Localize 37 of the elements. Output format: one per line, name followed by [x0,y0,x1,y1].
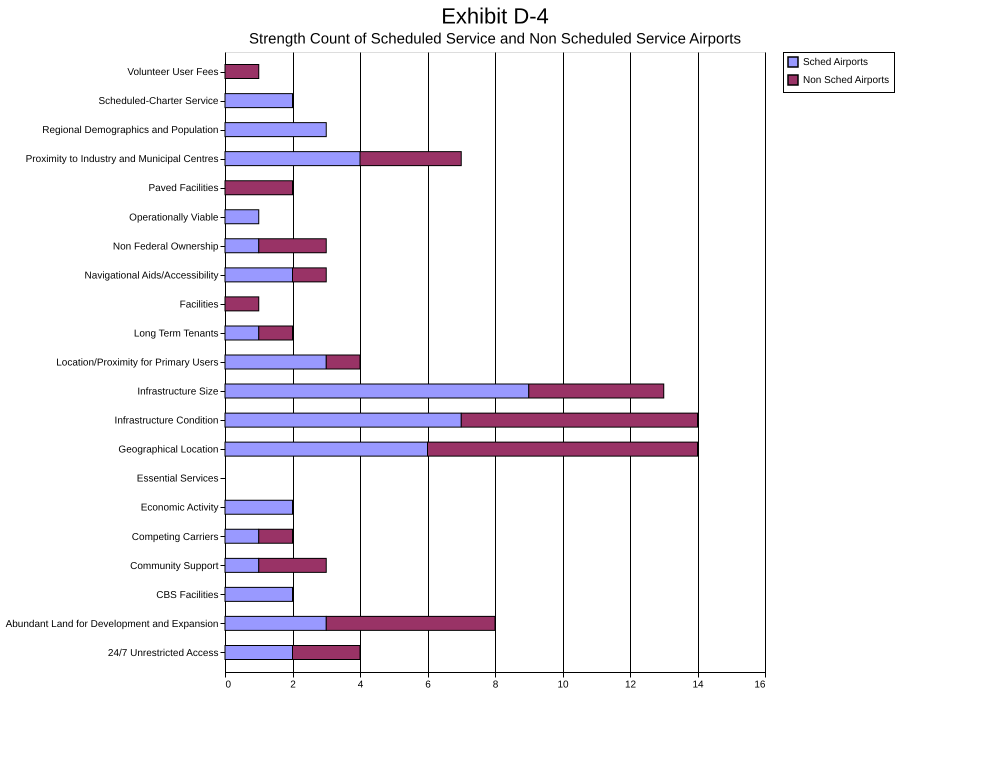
y-tick-label: Community Support [130,560,219,572]
legend-label: Sched Airports [803,57,868,68]
y-tick-label: 24/7 Unrestricted Access [108,648,218,659]
legend-label: Non Sched Airports [803,75,890,86]
chart-title: Exhibit D-4 [441,4,549,28]
y-tick-label: Long Term Tenants [134,328,218,340]
y-tick-label: Volunteer User Fees [127,67,218,78]
y-tick-label: Geographical Location [118,444,218,456]
x-tick-label: 12 [624,680,636,690]
y-tick-label: CBS Facilities [156,590,218,601]
y-tick-label: Non Federal Ownership [112,241,219,252]
y-tick-label: Competing Carriers [132,532,218,543]
y-tick-label: Proximity to Industry and Municipal Centres [26,154,218,166]
bar [224,296,260,312]
x-tick-label: 2 [290,680,296,690]
x-tick-label: 14 [692,680,704,690]
y-tick-label: Infrastructure Size [137,386,219,398]
bar [224,209,260,224]
chart-subtitle: Strength Count of Scheduled Service and Non Scheduled Service Airports [249,30,741,48]
y-tick-label: Infrastructure Condition [114,416,218,427]
y-tick-label: Facilities [180,299,218,310]
x-tick-label: 10 [557,680,569,690]
x-tick-label: 16 [754,680,766,690]
x-tick-label: 8 [492,680,499,690]
y-tick-label: Regional Demographics and Population [42,125,218,136]
y-tick-label: Paved Facilities [148,183,218,194]
y-tick-label: Scheduled-Charter Service [98,96,219,108]
y-tick-label: Operationally Viable [129,212,219,224]
y-tick-label: Location/Proximity for Primary Users [56,358,218,368]
y-tick-label: Abundant Land for Development and Expansion [6,618,218,630]
x-tick-label: 0 [226,680,232,690]
y-tick-label: Essential Services [136,474,218,485]
y-tick-label: Navigational Aids/Accessibility [84,270,218,282]
bar [224,64,260,80]
x-tick-label: 6 [425,680,432,690]
x-tick-label: 4 [358,680,364,690]
y-tick-label: Economic Activity [140,502,218,514]
